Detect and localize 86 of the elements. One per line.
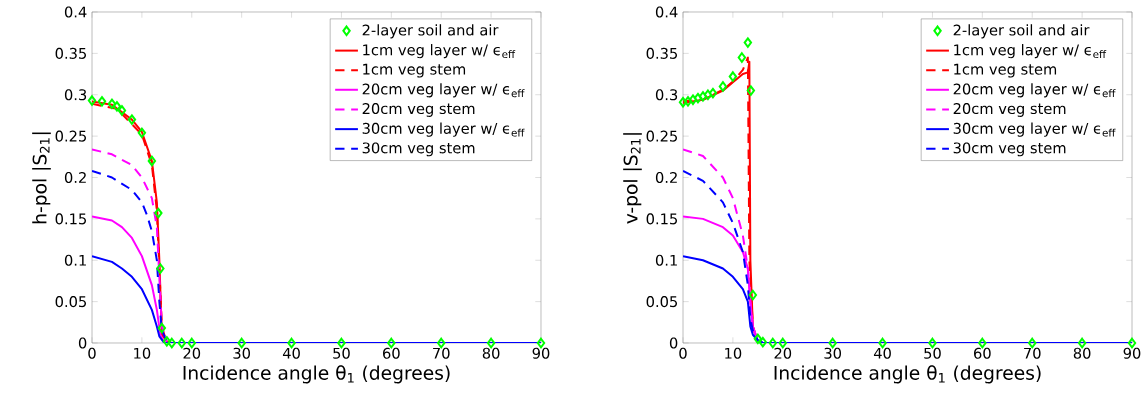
point [177, 337, 186, 349]
x-tick-label: 70 [433, 347, 450, 359]
point [147, 155, 157, 167]
point [758, 336, 768, 348]
point [688, 94, 698, 105]
y-tick-label: 0.1 [655, 254, 677, 266]
point [708, 87, 718, 99]
legend-label: 30cm veg layer w/ ϵ$_{eff}$ [362, 122, 525, 137]
point [693, 92, 703, 104]
point [718, 81, 728, 92]
y-tick-label: 0.4 [64, 6, 87, 18]
point [127, 114, 137, 125]
x-tick-label: 30 [824, 347, 842, 359]
y-axis-title: h-pol |S$_{21}$| [32, 132, 51, 224]
y-tick-label: 0.3 [64, 89, 87, 101]
point [743, 37, 753, 48]
y-tick-label: 0 [669, 337, 678, 349]
x-tick-label: 10 [725, 347, 742, 359]
legend-label: 2-layer soil and air [953, 24, 1090, 39]
point [97, 96, 107, 107]
x-tick-label: 80 [1073, 347, 1091, 359]
point [737, 52, 747, 63]
point [112, 101, 122, 112]
y-tick-label: 0.35 [646, 47, 678, 59]
point [728, 71, 738, 82]
y-tick-label: 0.15 [646, 213, 678, 225]
point [678, 96, 688, 108]
y-tick-label: 0.05 [55, 296, 86, 308]
point [768, 337, 778, 349]
y-tick-label: 0.15 [55, 213, 86, 225]
x-tick-label: 60 [383, 347, 400, 359]
legend-label: 1cm veg stem [363, 63, 466, 78]
legend-label: 1cm veg stem [954, 63, 1057, 78]
x-tick-label: 40 [282, 347, 300, 359]
x-tick-label: 60 [974, 347, 991, 359]
point [117, 105, 127, 116]
x-axis-title: Incidence angle θ$_{1}$ (degrees) [183, 365, 450, 384]
point [87, 95, 97, 106]
point [167, 337, 177, 349]
x-tick-label: 20 [183, 347, 201, 359]
legend-label: 30cm veg layer w/ ϵ$_{eff}$ [953, 122, 1116, 137]
y-axis-title: v-pol |S$_{21}$| [623, 133, 642, 224]
point [162, 336, 172, 347]
x-tick-label: 10 [134, 347, 151, 359]
y-tick-label: 0.25 [646, 130, 678, 142]
point [753, 333, 763, 345]
legend-label: 1cm veg layer w/ ϵ$_{eff}$ [363, 44, 516, 59]
y-tick-label: 0.4 [655, 6, 678, 18]
point [698, 91, 708, 102]
point [137, 127, 147, 139]
x-tick-label: 70 [1024, 347, 1041, 359]
x-axis-title: Incidence angle θ$_{1}$ (degrees) [774, 365, 1041, 384]
x-tick-label: 50 [924, 347, 941, 359]
x-tick-label: 90 [532, 347, 550, 359]
legend-label: 20cm veg stem [362, 103, 475, 117]
legend-label: 1cm veg layer w/ ϵ$_{eff}$ [954, 44, 1107, 59]
x-tick-label: 20 [774, 347, 792, 359]
legend-label: 20cm veg stem [953, 103, 1066, 117]
point [107, 98, 117, 110]
y-tick-label: 0.2 [655, 171, 677, 184]
point [156, 263, 165, 274]
x-tick-label: 0 [88, 347, 96, 359]
y-tick-label: 0.25 [55, 130, 86, 142]
y-tick-label: 0.3 [655, 89, 678, 101]
y-tick-label: 0.1 [64, 254, 86, 266]
point [683, 96, 693, 107]
y-tick-label: 0 [78, 337, 87, 349]
legend-label: 20cm veg layer w/ ϵ$_{eff}$ [953, 83, 1116, 98]
point [748, 289, 758, 301]
x-tick-label: 80 [482, 347, 500, 359]
legend-label: 30cm veg stem [362, 142, 475, 157]
x-tick-label: 0 [679, 347, 687, 359]
legend-label: 20cm veg layer w/ ϵ$_{eff}$ [362, 83, 525, 98]
y-tick-label: 0.35 [55, 47, 86, 59]
x-tick-label: 90 [1123, 347, 1141, 359]
point [154, 207, 163, 219]
legend-label: 30cm veg stem [953, 142, 1066, 157]
point [157, 322, 167, 334]
point [703, 89, 713, 101]
legend-label: 2-layer soil and air [362, 24, 499, 39]
x-tick-label: 50 [333, 347, 350, 359]
x-tick-label: 30 [233, 347, 251, 359]
x-tick-label: 40 [873, 347, 891, 359]
point [746, 85, 756, 96]
y-tick-label: 0.05 [646, 296, 678, 308]
y-tick-label: 0.2 [64, 171, 86, 184]
